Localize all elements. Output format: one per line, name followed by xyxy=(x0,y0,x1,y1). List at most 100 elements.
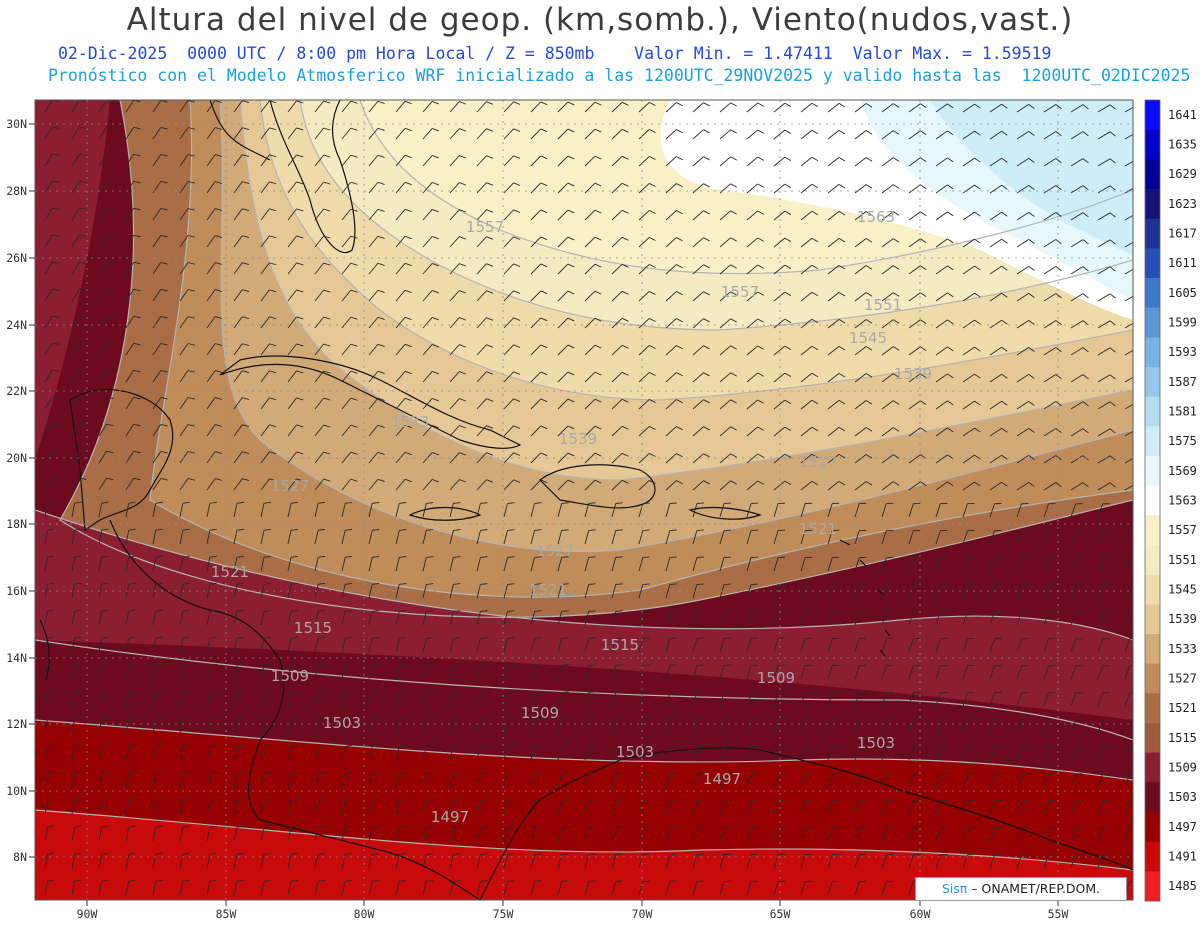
colorbar-swatch xyxy=(1145,812,1160,843)
wind-barb xyxy=(1097,374,1116,383)
wind-barb xyxy=(125,798,136,815)
colorbar-label: 1593 xyxy=(1168,345,1197,359)
wind-barb xyxy=(1043,773,1056,788)
wind-barb xyxy=(827,156,846,167)
colorbar-swatch xyxy=(1145,515,1160,546)
longitude-axis: 90W 85W 80W 75W 70W 65W 60W 55W xyxy=(77,900,1068,921)
wind-barb xyxy=(800,102,819,113)
wind-barb xyxy=(233,316,250,329)
wind-barb xyxy=(1097,800,1110,815)
wind-barb xyxy=(341,501,353,518)
wind-barb xyxy=(530,425,548,437)
wind-barb xyxy=(989,611,1002,626)
wind-barb xyxy=(395,853,407,869)
wind-barb xyxy=(746,772,759,788)
wind-barb xyxy=(827,556,840,572)
wind-barb xyxy=(773,583,786,599)
wind-barb xyxy=(665,502,677,518)
wind-barb xyxy=(854,529,867,545)
wind-barb xyxy=(773,453,792,464)
wind-barb xyxy=(611,263,629,275)
wind-barb xyxy=(962,130,981,140)
wind-barb xyxy=(368,208,385,221)
wind-barb xyxy=(908,184,927,194)
wind-barb xyxy=(44,261,60,275)
wind-barb xyxy=(1016,238,1035,248)
wind-barb xyxy=(584,610,596,626)
wind-barb xyxy=(179,798,190,815)
wind-barb xyxy=(638,880,650,896)
wind-barb xyxy=(611,209,629,221)
wind-barb xyxy=(71,342,87,356)
wind-barb xyxy=(422,853,434,869)
wind-barb xyxy=(530,772,542,788)
contour-label: 1509 xyxy=(521,704,559,722)
colorbar-swatch xyxy=(1145,189,1160,220)
wind-barb xyxy=(422,128,439,140)
wind-barb xyxy=(989,557,1002,572)
wind-barb xyxy=(719,399,737,410)
wind-barb xyxy=(557,826,569,842)
wind-barb xyxy=(314,501,326,518)
wind-barb xyxy=(422,826,434,842)
colorbar-swatch xyxy=(1145,129,1160,160)
wind-barb xyxy=(341,663,353,680)
colorbar-label: 1635 xyxy=(1168,138,1197,152)
wind-barb xyxy=(152,528,163,545)
wind-barb xyxy=(665,372,683,383)
wind-barb xyxy=(395,343,412,356)
wind-barb xyxy=(206,100,223,113)
wind-barb xyxy=(449,610,461,626)
wind-barb xyxy=(368,529,380,545)
wind-barb xyxy=(611,398,629,410)
wind-barb xyxy=(179,397,195,410)
wind-barb xyxy=(692,426,710,437)
forecast-map: 1557 1557 1563 1551 1545 1539 1533 1539 1527 1527… xyxy=(6,99,1197,921)
wind-barb xyxy=(260,798,271,815)
wind-barb xyxy=(179,717,190,734)
wind-barb xyxy=(1124,800,1133,815)
wind-barb xyxy=(395,556,407,572)
wind-barb xyxy=(125,771,136,788)
wind-barb xyxy=(665,529,677,545)
wind-barb xyxy=(530,263,548,275)
colorbar-label: 1599 xyxy=(1168,316,1197,330)
wind-barb xyxy=(395,799,407,815)
subtitle-model-info: Pronóstico con el Modelo Atmosferico WRF… xyxy=(48,66,1191,85)
wind-barb xyxy=(746,556,759,572)
wind-barb xyxy=(125,636,136,653)
wind-barb xyxy=(719,318,737,329)
wind-barb xyxy=(44,528,55,545)
wind-barb xyxy=(368,397,385,410)
wind-barb xyxy=(287,852,299,869)
wind-barb xyxy=(71,825,82,842)
wind-barb xyxy=(233,690,244,707)
wind-barb xyxy=(1097,827,1110,842)
colorbar-label: 1569 xyxy=(1168,464,1197,478)
wind-barb xyxy=(476,290,494,302)
wind-barb xyxy=(449,826,461,842)
wind-barb xyxy=(611,425,629,437)
wind-barb xyxy=(719,880,731,896)
wind-barb xyxy=(584,479,602,491)
wind-barb xyxy=(233,501,244,518)
wind-barb xyxy=(233,127,250,140)
wind-barb xyxy=(71,798,82,815)
contour-label: 1521 xyxy=(799,520,837,538)
wind-barb xyxy=(881,826,894,842)
colorbar-swatch xyxy=(1145,752,1160,783)
wind-barb xyxy=(179,235,195,248)
wind-barb xyxy=(584,583,596,599)
wind-barb xyxy=(935,637,948,653)
wind-barb xyxy=(854,427,873,437)
wind-barb xyxy=(773,156,792,167)
wind-barb xyxy=(314,424,331,437)
wind-barb xyxy=(989,238,1008,248)
wind-barb xyxy=(530,101,548,113)
lat-label: 26N xyxy=(6,251,27,265)
wind-barb xyxy=(638,399,656,410)
wind-barb xyxy=(1124,133,1133,140)
wind-barb xyxy=(179,127,195,140)
wind-barb xyxy=(557,398,575,410)
wind-barb xyxy=(827,480,846,491)
